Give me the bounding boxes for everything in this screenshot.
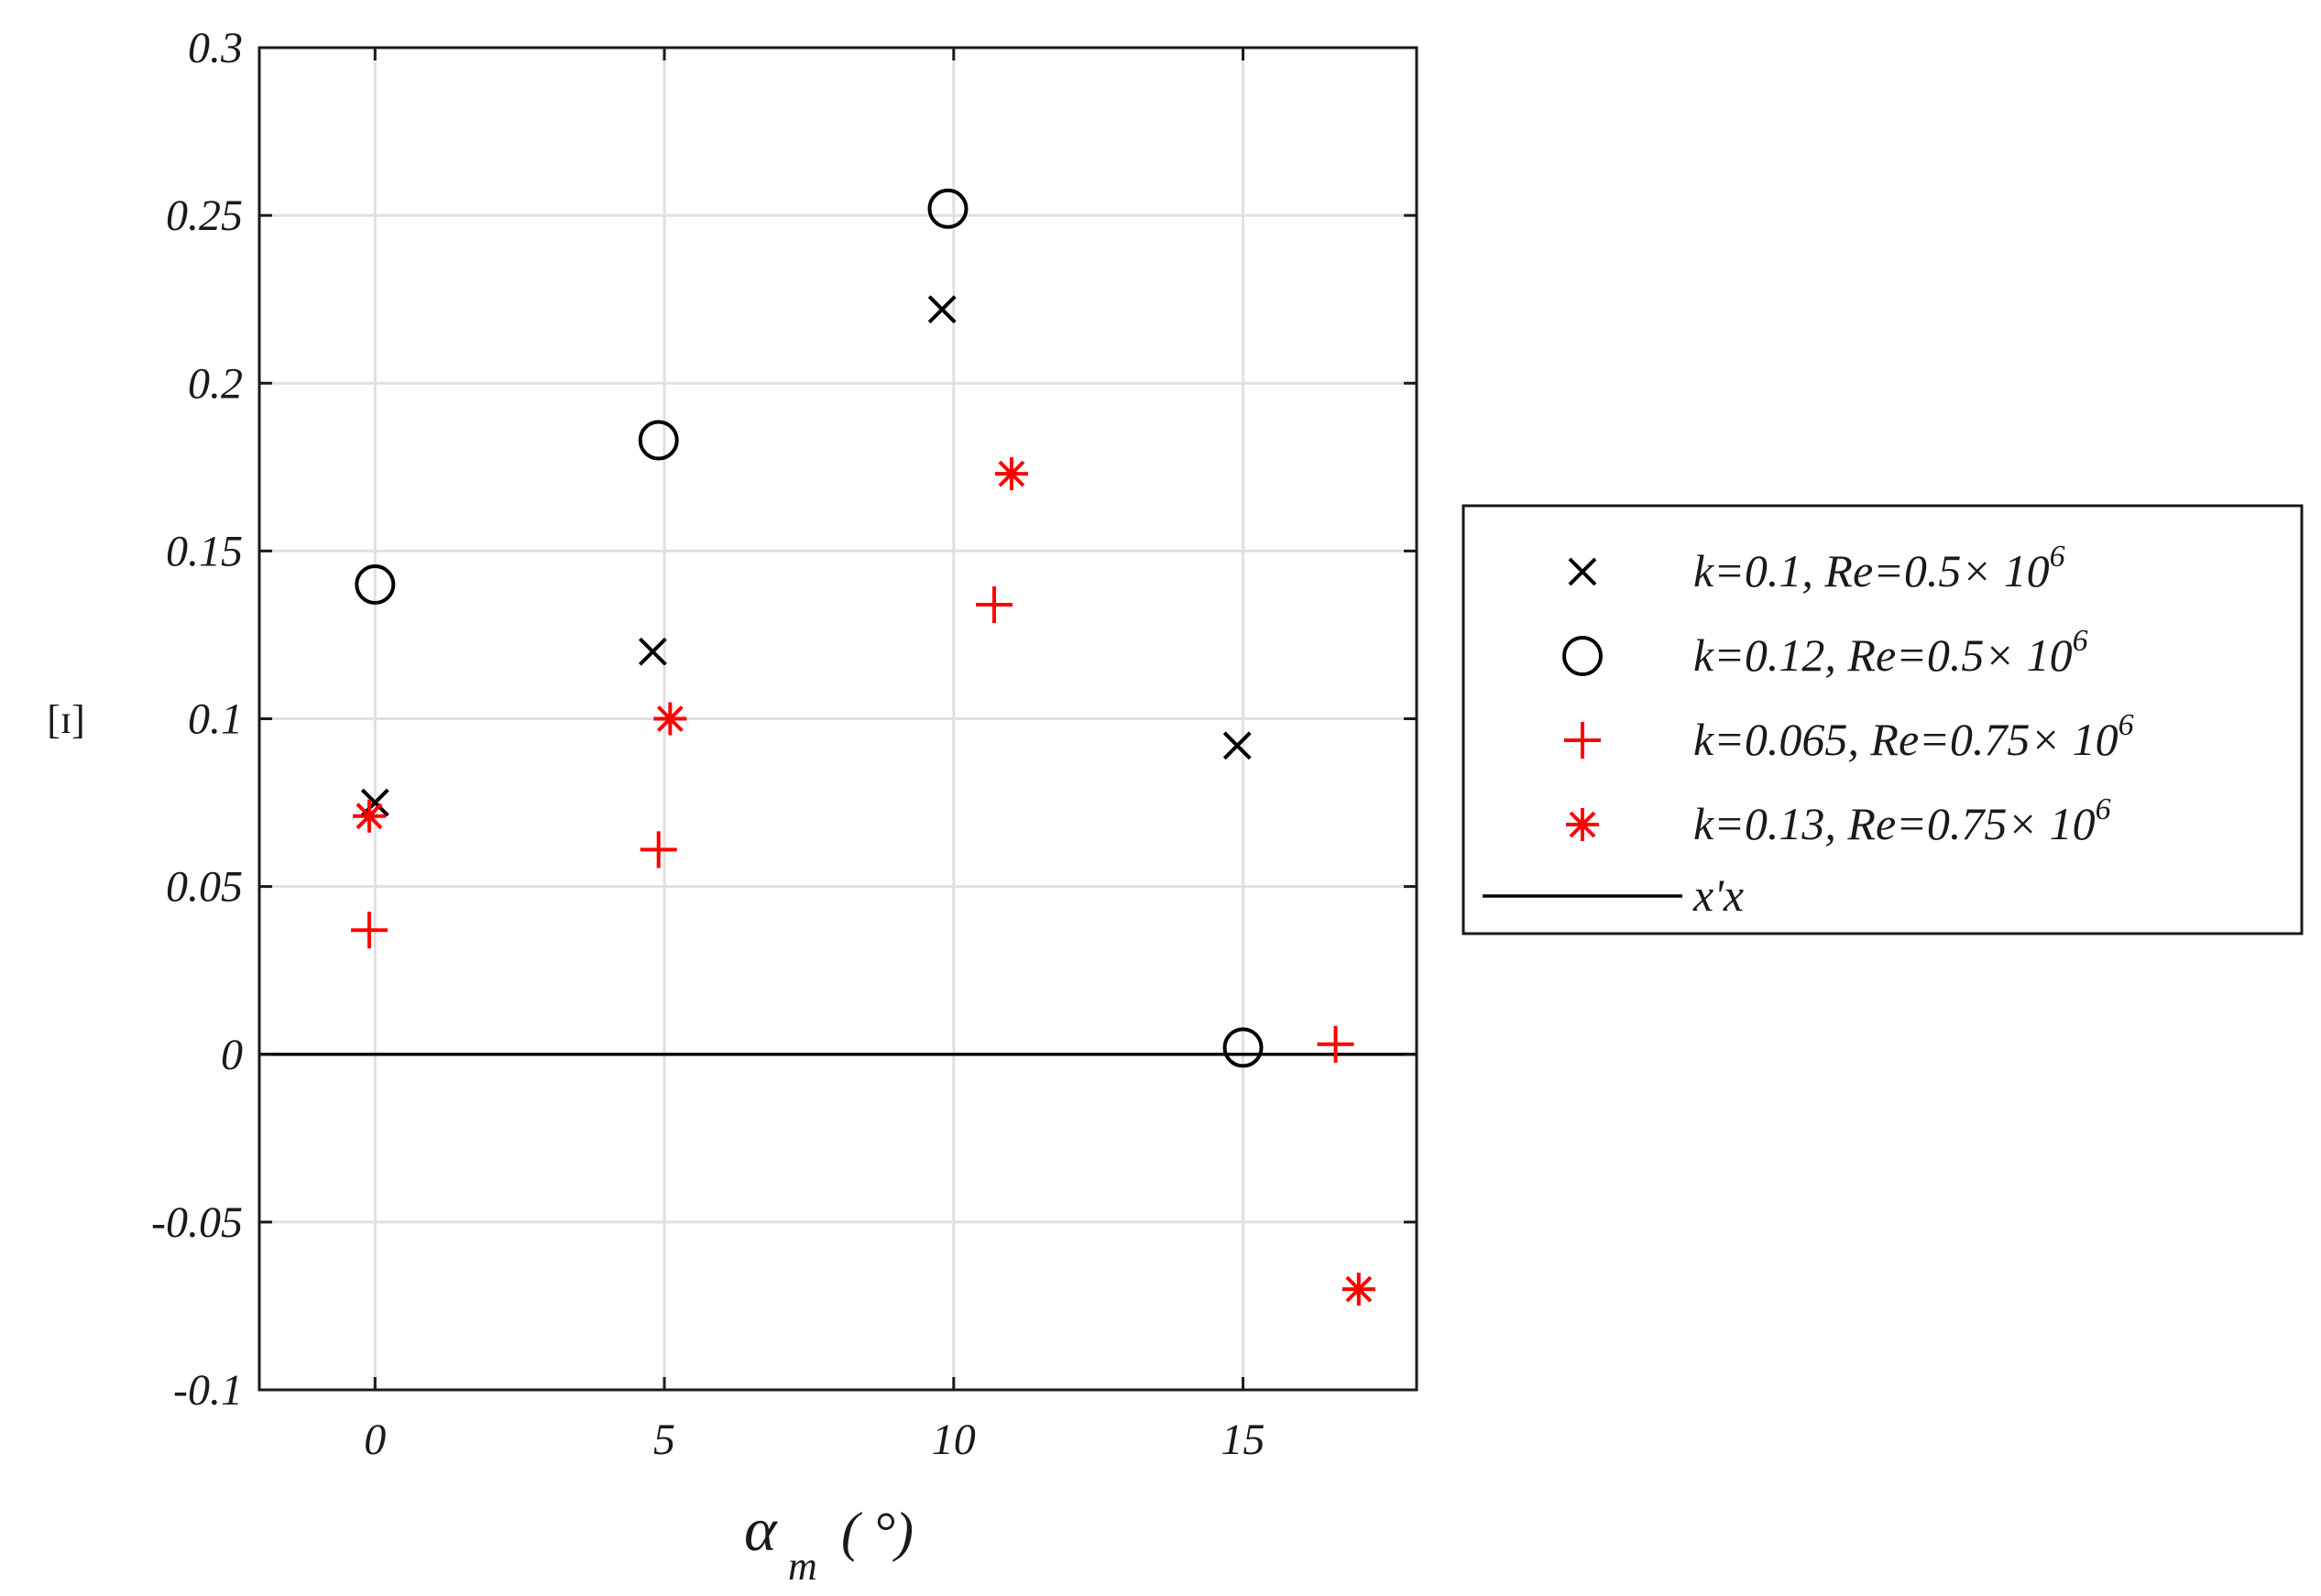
y-tick-label: 0.15 bbox=[166, 527, 243, 575]
legend-symbol-1 bbox=[1568, 557, 1597, 586]
x-axis-label: α m ( °) bbox=[744, 1494, 914, 1589]
data-point-series-2 bbox=[355, 564, 396, 605]
y-tick-label: 0.25 bbox=[166, 191, 243, 240]
legend: k=0.1, Re=0.5× 106 k=0.12, Re=0.5× 106 k… bbox=[1462, 504, 2304, 935]
data-point-series-3 bbox=[350, 912, 388, 949]
x-tick-label: 5 bbox=[653, 1416, 675, 1464]
data-point-series-2 bbox=[1222, 1027, 1264, 1068]
data-point-series-1 bbox=[1222, 731, 1252, 760]
data-point-series-2 bbox=[927, 188, 969, 229]
legend-entry-1-label: k=0.1, Re=0.5× 106 bbox=[1693, 540, 2065, 596]
legend-entry-2-label: k=0.12, Re=0.5× 106 bbox=[1693, 624, 2088, 681]
data-point-series-3 bbox=[1317, 1025, 1354, 1063]
legend-symbols bbox=[1483, 557, 1682, 898]
legend-symbol-3 bbox=[1564, 722, 1601, 759]
x-tick-label: 15 bbox=[1221, 1416, 1265, 1464]
y-tick-label: 0.2 bbox=[188, 359, 243, 408]
legend-entry-4-label: k=0.13, Re=0.75× 106 bbox=[1693, 793, 2111, 849]
data-point-series-1 bbox=[639, 637, 667, 666]
y-tick-label: -0.1 bbox=[173, 1366, 243, 1415]
y-axis-label: [ɪ] bbox=[47, 697, 85, 742]
axis-ticks bbox=[259, 46, 1417, 1392]
x-tick-label: 10 bbox=[932, 1416, 976, 1464]
legend-symbol-4 bbox=[1566, 808, 1599, 841]
data-markers bbox=[350, 188, 1375, 1306]
data-point-series-3 bbox=[640, 831, 677, 869]
tick-labels: 0 5 10 15 -0.1 -0.05 0 0.05 0.1 0.15 0.2 0.25 0.3 bbox=[151, 24, 1265, 1464]
data-point-series-2 bbox=[638, 420, 679, 461]
legend-box bbox=[1462, 504, 2304, 935]
y-tick-label: -0.05 bbox=[151, 1198, 243, 1247]
y-tick-label: 0.3 bbox=[188, 24, 243, 72]
legend-entry-5-label: x'x bbox=[1692, 869, 1744, 921]
x-tick-label: 0 bbox=[364, 1416, 386, 1464]
data-point-series-4 bbox=[653, 702, 687, 736]
data-point-series-4 bbox=[352, 799, 386, 833]
x-axis-label-symbol: α bbox=[744, 1494, 778, 1564]
y-tick-label: 0.05 bbox=[166, 863, 243, 912]
data-point-series-3 bbox=[976, 585, 1013, 623]
legend-entry-3-label: k=0.065, Re=0.75× 106 bbox=[1693, 708, 2134, 765]
y-tick-label: 0.1 bbox=[188, 695, 243, 744]
y-tick-label: 0 bbox=[221, 1031, 243, 1079]
data-point-series-1 bbox=[927, 295, 957, 324]
data-point-series-4 bbox=[1341, 1273, 1375, 1306]
x-axis-label-unit: ( °) bbox=[841, 1502, 914, 1562]
x-axis-label-subscript: m bbox=[788, 1544, 817, 1589]
data-point-series-4 bbox=[994, 457, 1028, 491]
legend-symbol-2 bbox=[1562, 636, 1603, 676]
